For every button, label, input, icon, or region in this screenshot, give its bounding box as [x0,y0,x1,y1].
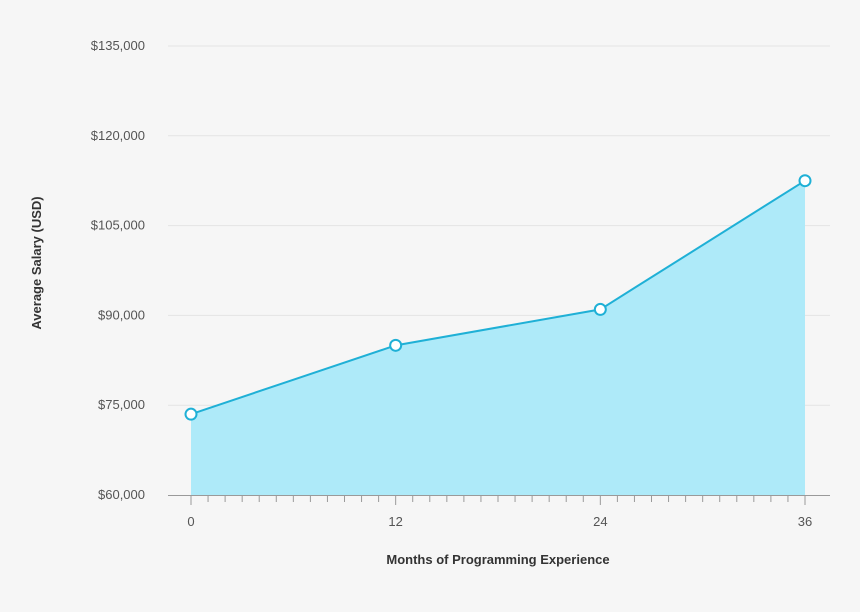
x-axis-tick-labels: 0 12 24 36 [187,514,812,529]
series-line-layer [190,179,806,416]
area-fill [191,180,805,495]
data-point[interactable] [593,302,607,316]
y-tick-label: $120,000 [91,128,145,143]
y-tick-label: $60,000 [98,487,145,502]
x-axis-title: Months of Programming Experience [386,552,609,567]
data-point[interactable] [798,174,812,188]
data-point[interactable] [184,407,198,421]
y-tick-label: $75,000 [98,397,145,412]
y-tick-label: $135,000 [91,38,145,53]
area-fill-layer [191,180,805,495]
y-axis-title: Average Salary (USD) [29,196,44,329]
y-tick-label: $90,000 [98,307,145,322]
data-point[interactable] [389,338,403,352]
x-tick-label: 36 [798,514,812,529]
data-points [184,174,812,421]
x-tick-label: 24 [593,514,607,529]
y-axis-tick-labels: $60,000 $75,000 $90,000 $105,000 $120,000 $13… [91,38,145,502]
y-tick-label: $105,000 [91,218,145,233]
x-tick-label: 12 [388,514,402,529]
x-axis [168,495,830,505]
series-line [190,179,806,416]
x-tick-label: 0 [187,514,194,529]
